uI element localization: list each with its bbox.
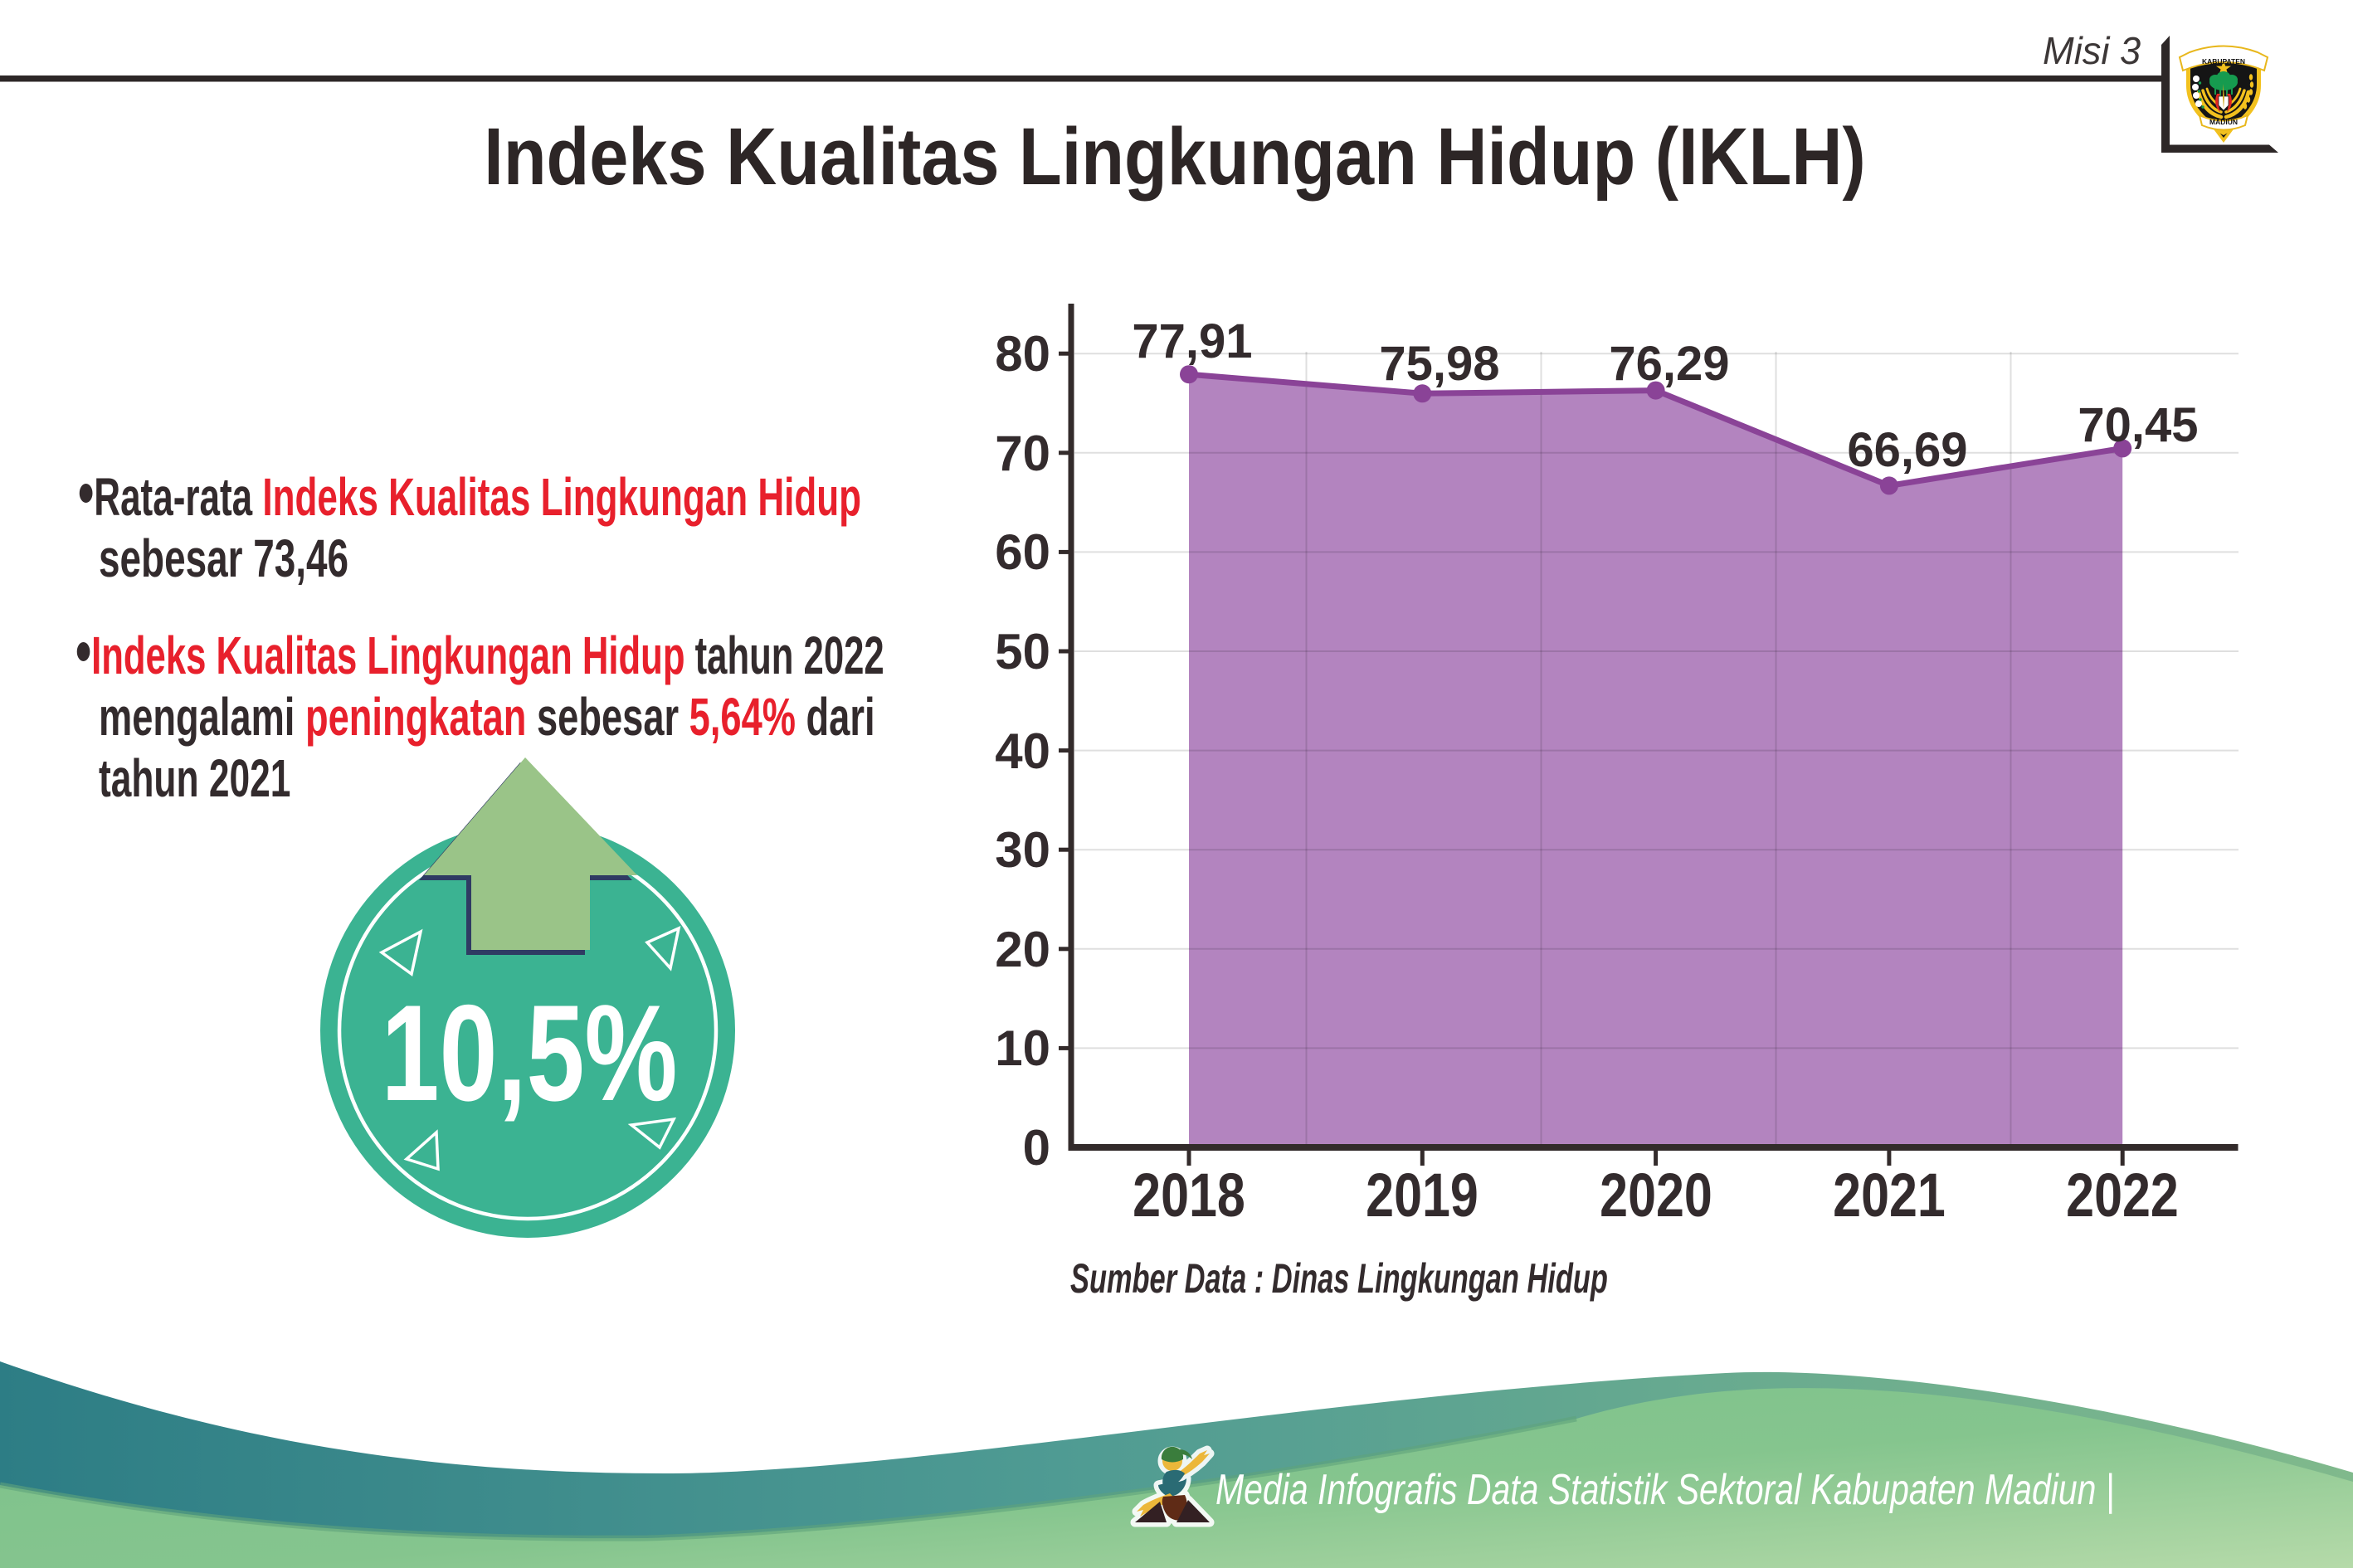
svg-text:MADIUN: MADIUN — [2209, 118, 2238, 126]
svg-text:KABUPATEN: KABUPATEN — [2202, 57, 2245, 66]
